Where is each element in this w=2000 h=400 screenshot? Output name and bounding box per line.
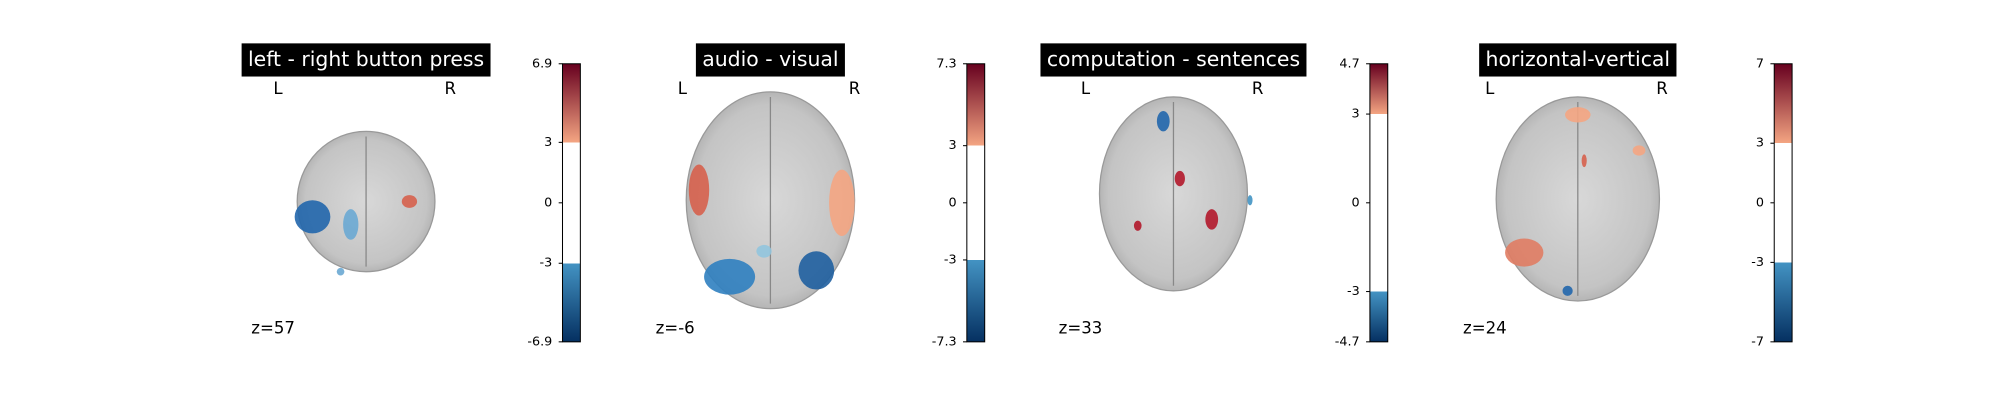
right-label: R <box>444 79 456 98</box>
activation-blob <box>756 244 772 258</box>
colorbar-tick-label: 0 <box>544 195 552 210</box>
activation-blob <box>336 267 345 276</box>
colorbar-tick-label: 7 <box>1756 56 1764 71</box>
colorbar <box>966 63 986 343</box>
activation-blob <box>1562 285 1573 296</box>
title-background <box>695 43 845 77</box>
colorbar <box>561 63 581 343</box>
activation-blob <box>704 258 756 295</box>
activation-blob <box>343 209 359 240</box>
title-background <box>1479 43 1677 77</box>
slice-label: z=57 <box>251 319 295 338</box>
colorbar-tick-label: 3 <box>544 135 552 150</box>
colorbar-tick-label: -3 <box>944 252 957 267</box>
left-label: L <box>1081 79 1091 98</box>
activation-blob <box>1632 145 1646 156</box>
colorbar-tick-label: 6.9 <box>532 56 552 71</box>
slice-label: z=33 <box>1059 319 1103 338</box>
activation-blob <box>1133 220 1142 231</box>
panel-title: left - right button press <box>248 47 484 71</box>
colorbar <box>1369 63 1389 343</box>
colorbar-tick-label: -3 <box>1347 284 1360 299</box>
activation-blob <box>401 195 418 208</box>
title-background <box>1040 43 1307 77</box>
panel-title: computation - sentences <box>1047 47 1300 71</box>
left-label: L <box>273 79 283 98</box>
colorbar-tick-label: 0 <box>1352 195 1360 210</box>
colorbar-tick-label: -4.7 <box>1335 334 1360 349</box>
activation-blob <box>1156 110 1170 132</box>
left-label: L <box>1485 79 1495 98</box>
colorbar-tick-label: -3 <box>1751 255 1764 270</box>
right-label: R <box>1656 79 1668 98</box>
left-label: L <box>678 79 688 98</box>
slice-label: z=-6 <box>656 319 695 338</box>
activation-blob <box>1174 170 1185 187</box>
activation-blob <box>294 200 331 234</box>
activation-blob <box>829 169 855 236</box>
colorbar-tick-label: 4.7 <box>1339 56 1359 71</box>
right-label: R <box>1252 79 1264 98</box>
panel-title: horizontal-vertical <box>1486 47 1671 71</box>
activation-blob <box>1505 238 1544 267</box>
colorbar-tick-label: 0 <box>1756 195 1764 210</box>
slice-label: z=24 <box>1463 319 1507 338</box>
activation-blob <box>1565 107 1591 123</box>
colorbar-tick-label: 3 <box>1756 136 1764 151</box>
title-background <box>241 43 491 77</box>
panel-title: audio - visual <box>702 47 838 71</box>
colorbar-tick-label: -7.3 <box>932 334 957 349</box>
colorbar-tick-label: 7.3 <box>936 56 956 71</box>
activation-blob <box>798 251 835 290</box>
activation-blob <box>1205 209 1219 230</box>
activation-blob <box>1581 154 1587 168</box>
right-label: R <box>849 79 861 98</box>
colorbar <box>1773 63 1793 343</box>
colorbar-tick-label: -7 <box>1751 334 1764 349</box>
colorbar-tick-label: 0 <box>949 195 957 210</box>
colorbar-tick-label: -6.9 <box>527 334 552 349</box>
colorbar-tick-label: -3 <box>540 256 553 271</box>
activation-blob <box>1247 195 1253 206</box>
colorbar-tick-label: 3 <box>949 138 957 153</box>
colorbar-tick-label: 3 <box>1352 107 1360 122</box>
activation-blob <box>688 164 710 216</box>
